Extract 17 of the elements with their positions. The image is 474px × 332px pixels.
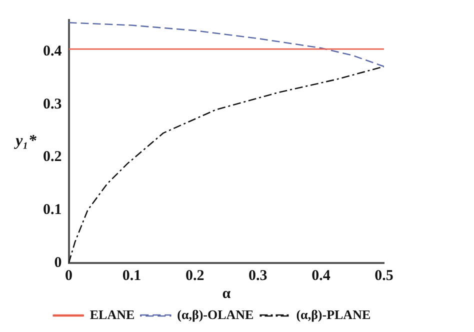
x-tick-label: 0 — [65, 268, 72, 284]
x-axis-title: α — [222, 286, 232, 302]
y-tick-label: 0.1 — [43, 202, 62, 218]
line-series — [68, 22, 384, 68]
x-tick-label: 0.3 — [248, 268, 268, 284]
legend-label: (α,β)-PLANE — [296, 306, 371, 322]
y-tick-label: 0.2 — [43, 149, 62, 166]
y-axis-title: y₁* — [14, 132, 38, 150]
x-tick-label: 0.4 — [312, 268, 331, 284]
y-tick-label: 0.3 — [43, 96, 62, 112]
y-tick-label: 0.4 — [43, 44, 62, 60]
legend-label: (α,β)-OLANE — [177, 306, 254, 322]
legend-label: ELANE — [90, 306, 135, 322]
x-tick-label: 0.5 — [374, 268, 394, 284]
x-tick-label: 0.1 — [122, 268, 142, 284]
x-tick-label: 0.2 — [185, 268, 204, 284]
y-tick-label: 0 — [54, 254, 62, 271]
